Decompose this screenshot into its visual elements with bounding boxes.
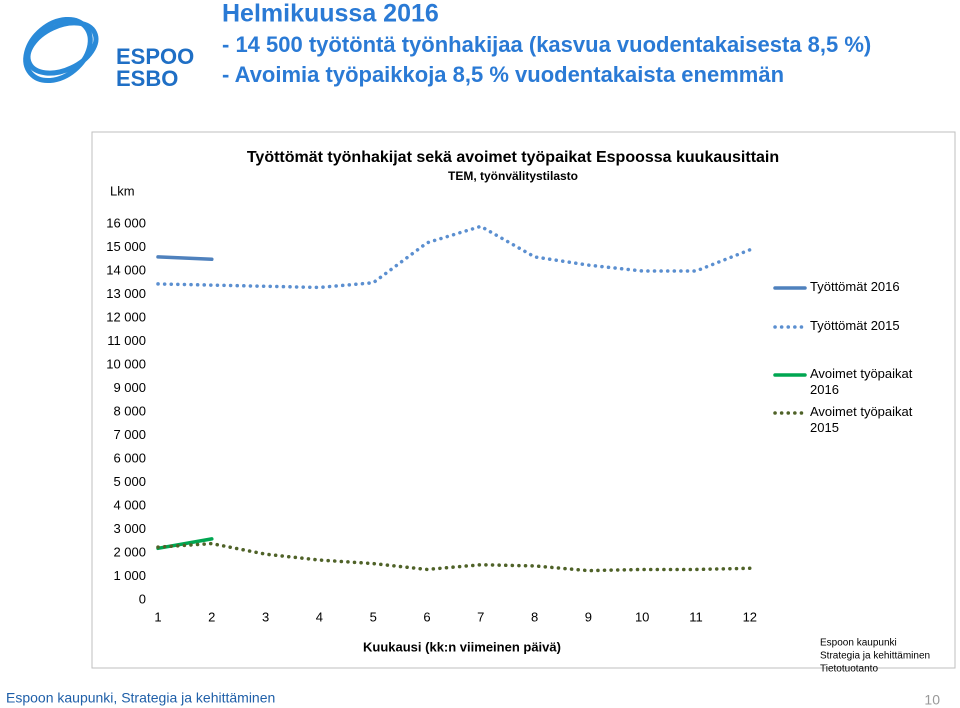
y-tick-label: 13 000 [106,286,146,301]
series-line [156,541,752,573]
y-tick-label: 10 000 [106,356,146,371]
x-tick-label: 3 [262,609,269,624]
x-axis-label: Kuukausi (kk:n viimeinen päivä) [363,639,561,654]
legend-label: Työttömät 2015 [810,318,900,333]
logo-ring [25,20,99,76]
x-tick-label: 4 [316,609,323,624]
slide-line: - 14 500 työtöntä työnhakijaa (kasvua vu… [222,32,871,57]
plot: 0 1 000 2 000 3 000 4 000 5 000 6 000 7 000 8 00… [106,215,913,624]
y-axis-label: Lkm [110,183,135,198]
x-tick-label: 7 [477,609,484,624]
slide-title: Helmikuussa 2016 [222,0,439,28]
y-tick-label: 2 000 [113,544,146,559]
y-tick-label: 0 [139,591,146,606]
series-line [156,537,214,551]
y-tick-label: 9 000 [113,380,146,395]
x-tick-label: 8 [531,609,538,624]
y-tick-label: 15 000 [106,239,146,254]
x-tick-label: 1 [154,609,161,624]
chart-frame [91,131,956,669]
series-line [156,224,752,290]
legend-item: Avoimet työpaikat 2015 [810,404,913,435]
x-tick-label: 2 [208,609,215,624]
y-tick-label: 3 000 [113,521,146,536]
legend-item: Työttömät 2015 [810,318,900,333]
legend-label: Avoimet työpaikat 2016 [810,366,913,397]
series-line [156,255,214,261]
x-tick-label: 9 [585,609,592,624]
y-tick-label: 8 000 [113,403,146,418]
y-tick-label: 14 000 [106,262,146,277]
legend-label: Avoimet työpaikat 2015 [810,404,913,435]
y-tick-label: 1 000 [113,568,146,583]
y-tick-label: 6 000 [113,450,146,465]
note: Espoon kaupunki [820,638,897,649]
legend-item: Avoimet työpaikat 2016 [810,366,913,397]
x-tick-label: 11 [689,609,703,624]
y-tick-label: 11 000 [107,333,146,348]
slide-line: - Avoimia työpaikkoja 8,5 % vuodentakais… [222,62,784,87]
x-tick-label: 12 [743,609,757,624]
y-tick-label: 5 000 [113,474,146,489]
x-tick-label: 5 [370,609,377,624]
y-tick-label: 12 000 [106,309,146,324]
legend-item: Työttömät 2016 [810,279,900,294]
note: Tietotuotanto [820,664,878,675]
logo-text: ESPOO [116,44,194,69]
x-tick-label: 10 [635,609,649,624]
y-tick-label: 4 000 [113,497,146,512]
x-tick-label: 6 [423,609,430,624]
logo [23,16,99,84]
chart-title: Työttömät työnhakijat sekä avoimet työpa… [247,149,779,166]
y-tick-label: 16 000 [106,215,146,230]
chart-subtitle: TEM, työnvälitystilasto [448,169,578,183]
logo-text: ESBO [116,66,178,91]
footer-text: Espoon kaupunki, Strategia ja kehittämin… [6,690,275,706]
legend-label: Työttömät 2016 [810,279,900,294]
page-number: 10 [924,692,940,708]
y-tick-label: 7 000 [113,427,146,442]
note: Strategia ja kehittäminen [820,651,930,662]
